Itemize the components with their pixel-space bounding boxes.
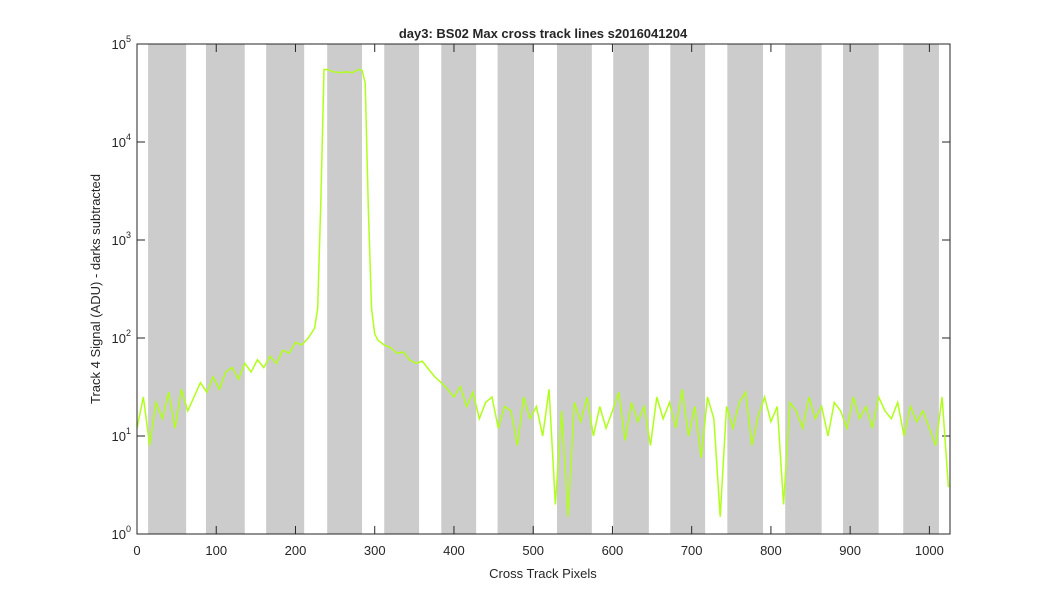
x-tick-label: 600: [602, 543, 624, 558]
band: [613, 44, 649, 534]
plot-frame: [136, 43, 951, 535]
chart-title: day3: BS02 Max cross track lines s201604…: [399, 26, 688, 41]
band: [785, 44, 822, 534]
band: [556, 44, 592, 534]
band: [843, 44, 879, 534]
band: [441, 44, 477, 534]
band: [205, 44, 245, 534]
y-tick-label: 101: [112, 426, 131, 444]
data-line: [137, 68, 950, 517]
y-axis-label: Track 4 Signal (ADU) - darks subtracted: [88, 174, 103, 404]
y-tick-label: 103: [112, 230, 131, 248]
y-tick-label: 104: [112, 132, 131, 150]
band: [148, 44, 187, 534]
band: [327, 44, 363, 534]
x-tick-label: 100: [205, 543, 227, 558]
band: [903, 44, 939, 534]
x-tick-label: 200: [285, 543, 307, 558]
band: [727, 44, 763, 534]
x-tick-label: 700: [681, 543, 703, 558]
band: [266, 44, 305, 534]
x-tick-label: 500: [522, 543, 544, 558]
x-tick-label: 0: [133, 543, 140, 558]
x-tick-label: 300: [364, 543, 386, 558]
x-axis-label: Cross Track Pixels: [489, 566, 597, 581]
x-tick-label: 400: [443, 543, 465, 558]
x-tick-label: 1000: [915, 543, 944, 558]
x-tick-label: 900: [839, 543, 861, 558]
y-tick-label: 102: [112, 328, 131, 346]
band: [670, 44, 706, 534]
band: [497, 44, 534, 534]
band: [384, 44, 420, 534]
x-tick-label: 800: [760, 543, 782, 558]
y-tick-label: 100: [112, 524, 131, 542]
y-tick-label: 105: [112, 34, 131, 52]
